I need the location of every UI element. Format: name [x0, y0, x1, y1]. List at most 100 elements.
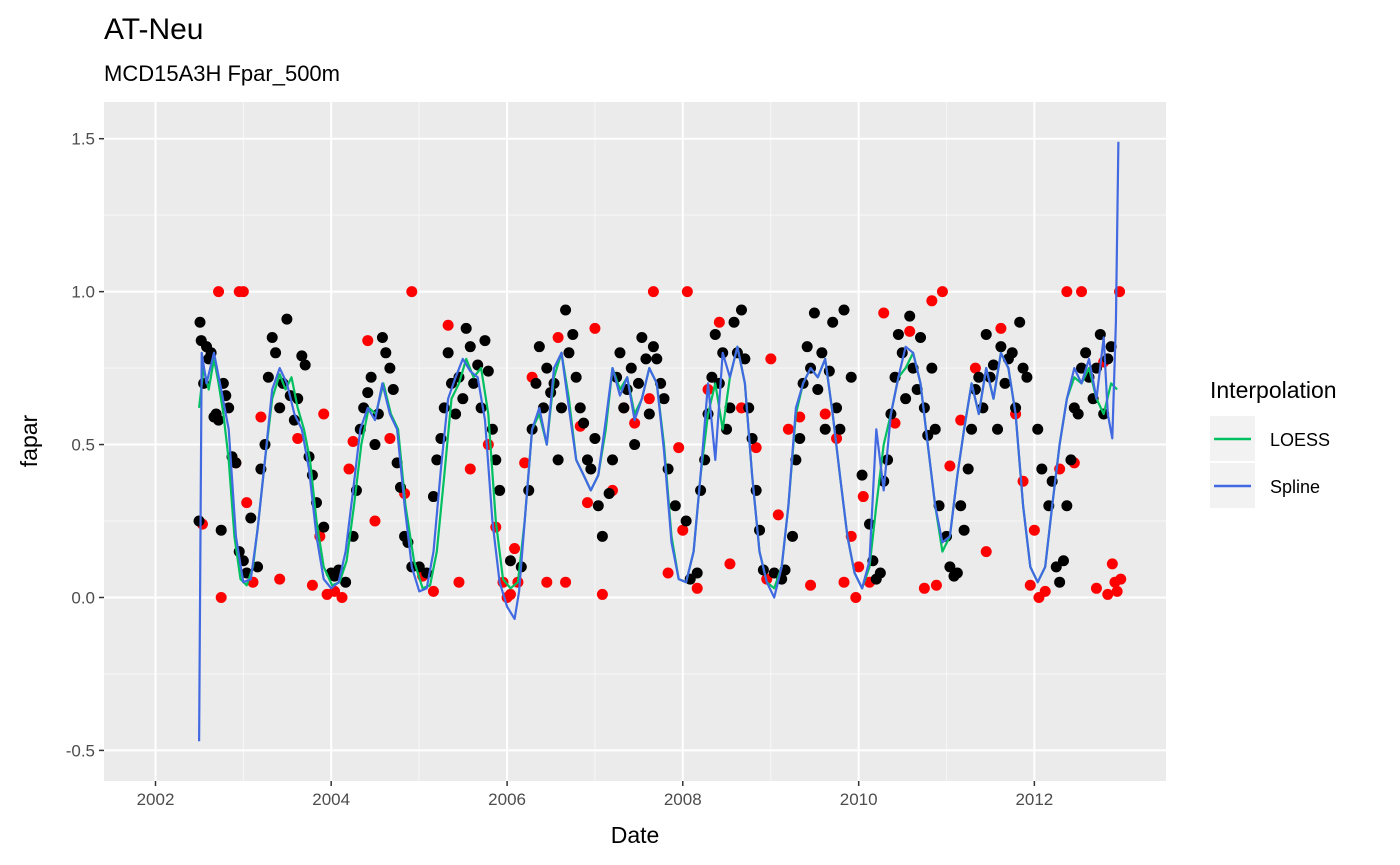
data-point [636, 332, 648, 344]
flagged-point [215, 591, 227, 603]
flagged-point [552, 332, 564, 344]
data-point [680, 515, 692, 527]
data-point [651, 353, 663, 365]
data-point [614, 347, 626, 359]
data-point [845, 371, 857, 383]
data-point [794, 432, 806, 444]
data-point [431, 454, 443, 466]
flagged-point [857, 491, 869, 503]
data-point [900, 393, 912, 405]
flagged-point [643, 393, 655, 405]
flagged-point [926, 295, 938, 307]
flagged-point [213, 286, 225, 298]
data-point [1006, 347, 1018, 359]
data-point [1072, 408, 1084, 420]
data-point [929, 423, 941, 435]
legend-label-loess: LOESS [1270, 430, 1330, 450]
data-point [468, 377, 480, 389]
flagged-point [255, 411, 267, 423]
data-point [735, 304, 747, 316]
y-axis-title: fapar [16, 414, 42, 467]
data-point [632, 377, 644, 389]
flagged-point [1111, 585, 1123, 597]
data-point [530, 377, 542, 389]
flagged-point [772, 509, 784, 521]
data-point [442, 347, 454, 359]
data-point [340, 576, 352, 588]
flagged-point [889, 417, 901, 429]
data-point [874, 567, 886, 579]
data-point [259, 439, 271, 451]
flagged-point [853, 561, 865, 573]
data-point [589, 432, 601, 444]
flagged-point [681, 286, 693, 298]
data-point [1105, 341, 1117, 353]
data-point [992, 423, 1004, 435]
data-point [362, 387, 374, 399]
flagged-point [362, 335, 374, 347]
data-point [987, 359, 999, 371]
data-point [387, 384, 399, 396]
data-point [376, 332, 388, 344]
data-point [318, 521, 330, 533]
flagged-point [274, 573, 286, 585]
chart-subtitle: MCD15A3H Fpar_500m [104, 61, 340, 86]
data-point [1080, 347, 1092, 359]
data-point [215, 524, 227, 536]
y-tick-label: 1.5 [71, 130, 95, 149]
data-point [567, 328, 579, 340]
data-point [958, 524, 970, 536]
data-point [812, 384, 824, 396]
y-tick-label: -0.5 [66, 741, 95, 760]
data-point [754, 524, 766, 536]
x-tick-label: 2010 [840, 790, 878, 809]
data-point [296, 350, 308, 362]
flagged-point [482, 439, 494, 451]
data-point [427, 491, 439, 503]
flagged-point [944, 460, 956, 472]
data-point [658, 393, 670, 405]
flagged-point [241, 497, 253, 509]
flagged-point [662, 567, 674, 579]
data-point [618, 402, 630, 414]
flagged-point [724, 558, 736, 570]
data-point [592, 500, 604, 512]
data-point [457, 393, 469, 405]
data-point [669, 500, 681, 512]
flagged-point [878, 307, 890, 319]
data-point [541, 362, 553, 374]
data-point [1017, 362, 1029, 374]
flagged-point [596, 588, 608, 600]
data-point [555, 402, 567, 414]
data-point [365, 371, 377, 383]
flagged-point [581, 497, 593, 509]
flagged-point [969, 362, 981, 374]
data-point [962, 463, 974, 475]
data-point [578, 417, 590, 429]
data-point [384, 362, 396, 374]
data-point [262, 371, 274, 383]
data-point [245, 512, 257, 524]
data-point [1036, 463, 1048, 475]
data-point [999, 377, 1011, 389]
flagged-point [336, 591, 348, 603]
data-point [1014, 316, 1026, 328]
flagged-point [509, 543, 521, 555]
data-point [460, 322, 472, 334]
data-point [560, 304, 572, 316]
data-point [629, 439, 641, 451]
flagged-point [347, 436, 359, 447]
data-point [695, 484, 707, 496]
data-point [504, 555, 516, 567]
data-point [1032, 423, 1044, 435]
flagged-point [369, 515, 381, 527]
data-point [973, 371, 985, 383]
data-point [768, 567, 780, 579]
flagged-point [995, 322, 1007, 334]
data-point [808, 307, 820, 319]
flagged-point [1090, 582, 1102, 594]
data-point [1065, 454, 1077, 466]
data-point [856, 469, 868, 481]
data-point [904, 310, 916, 322]
flagged-point [1039, 585, 1051, 597]
